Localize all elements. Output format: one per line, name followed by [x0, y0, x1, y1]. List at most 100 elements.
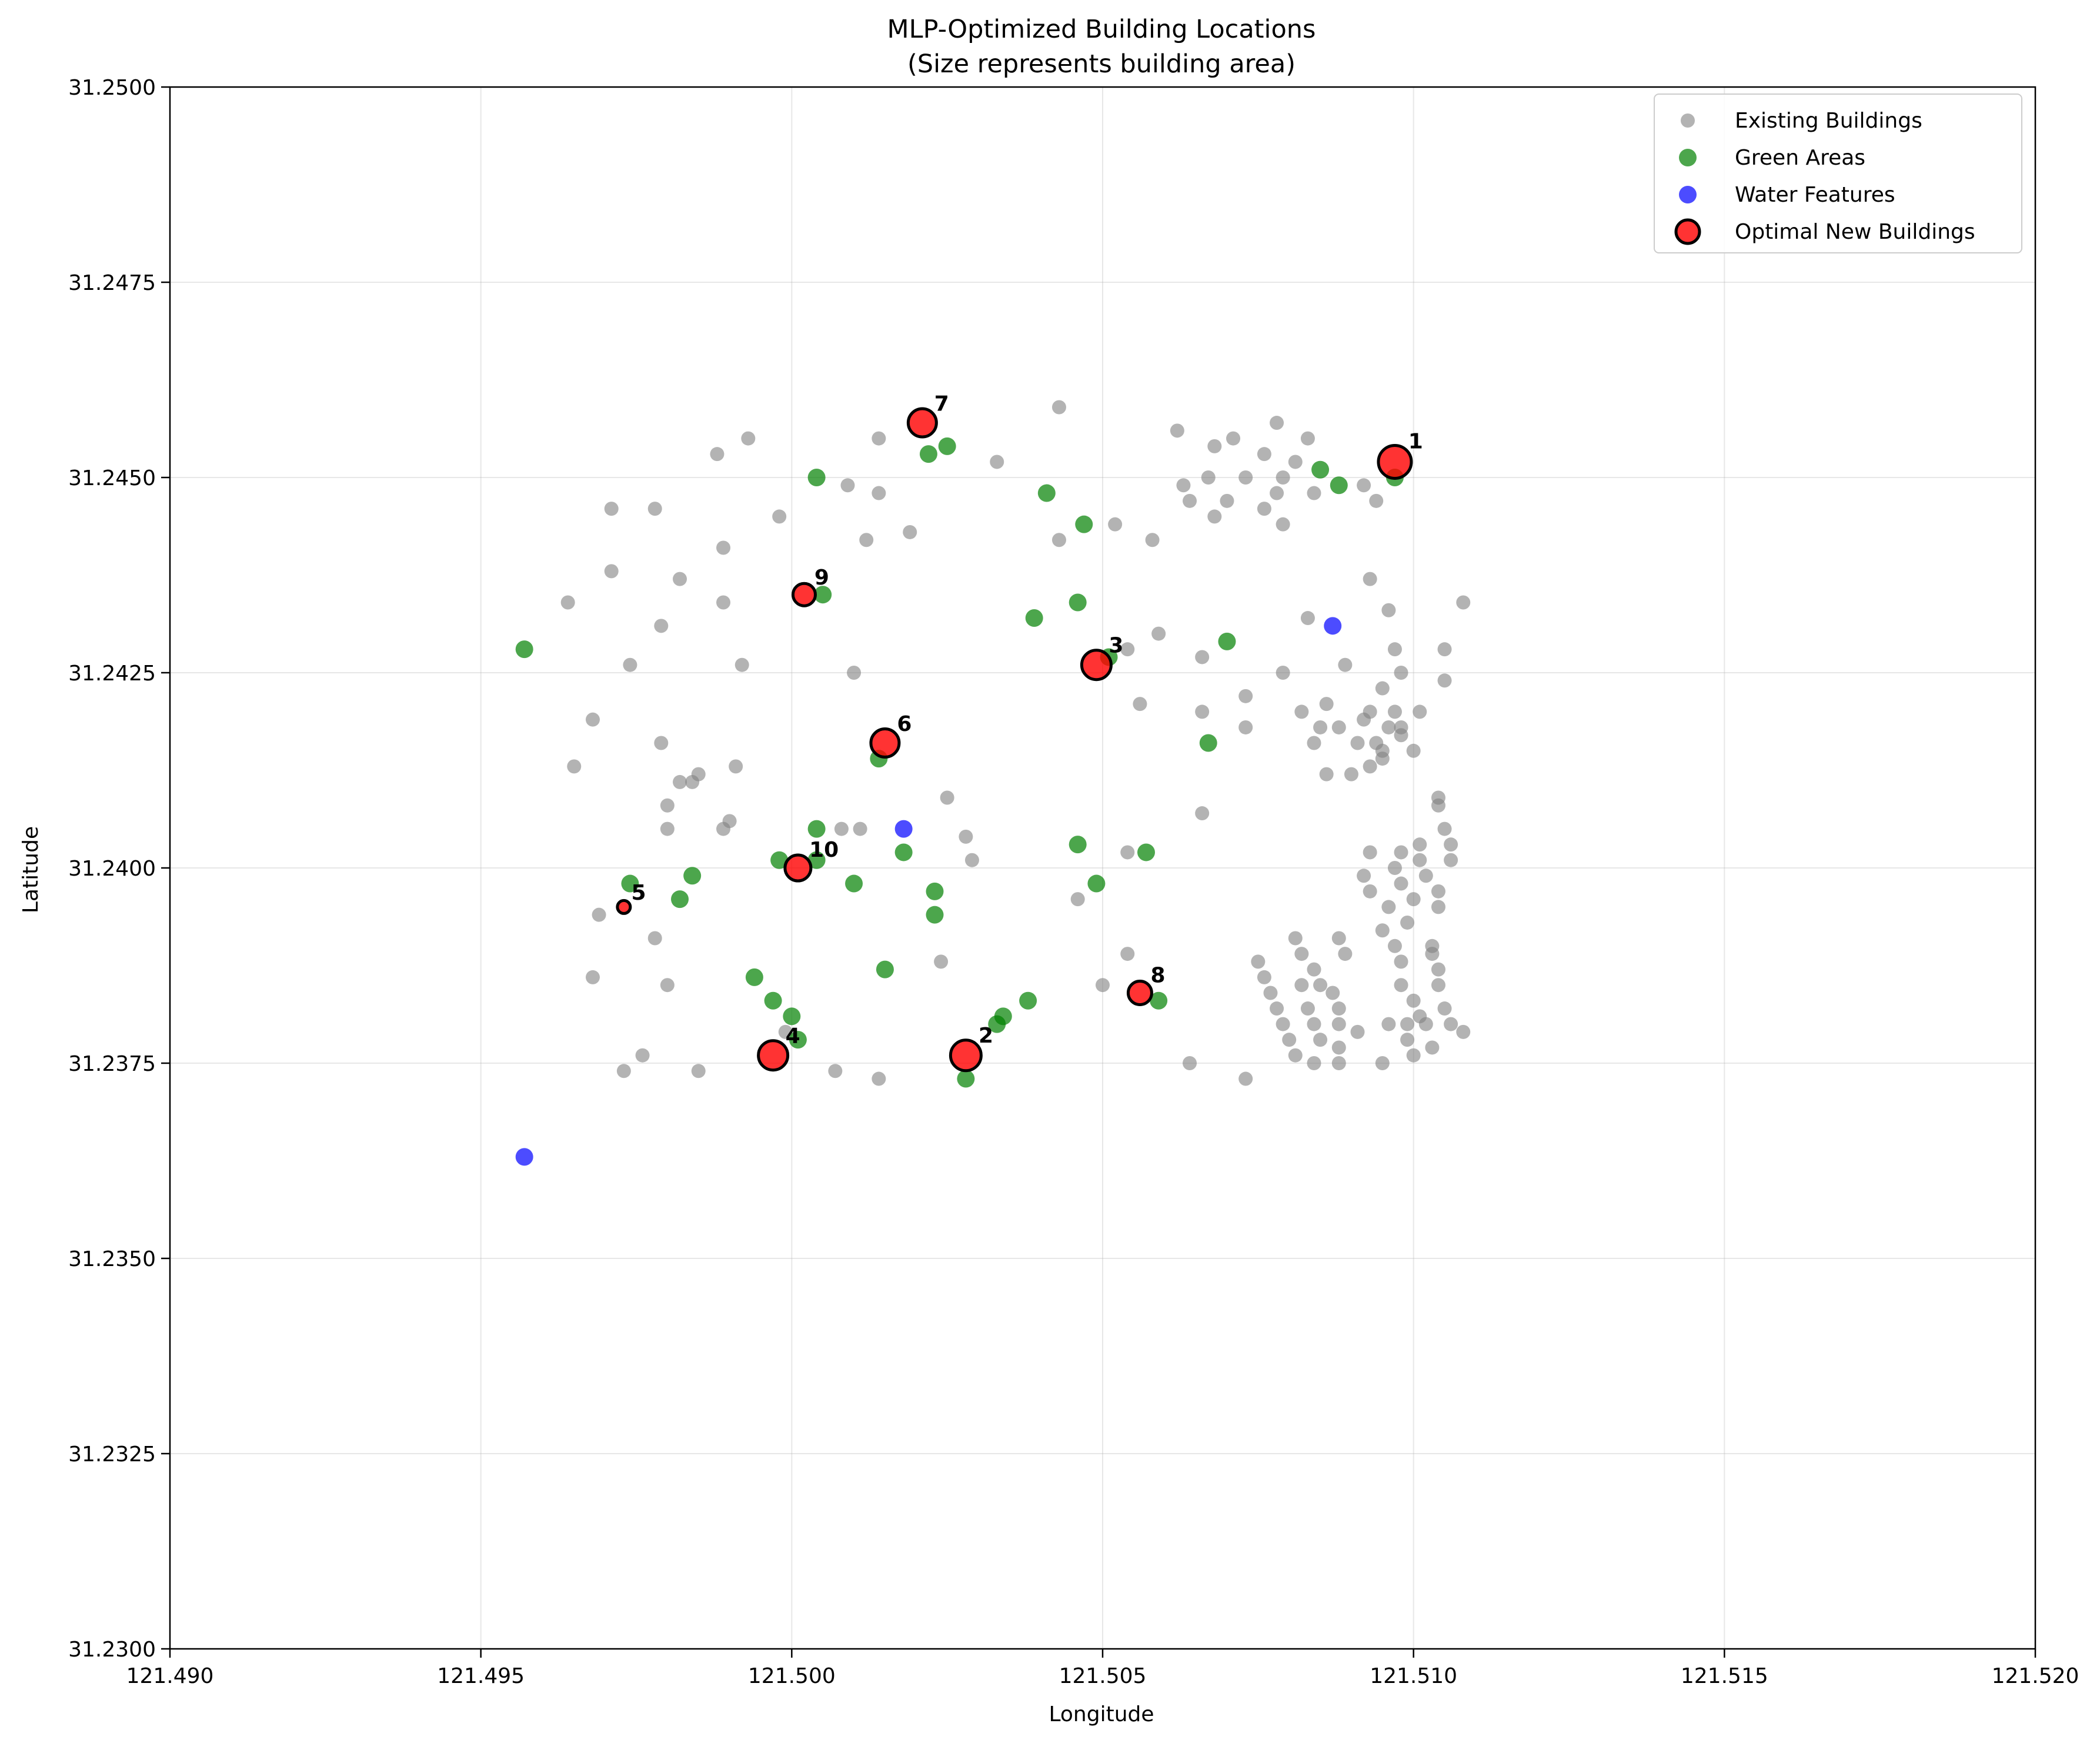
- existing-building-point: [1195, 704, 1210, 719]
- existing-building-point: [1183, 493, 1197, 508]
- existing-building-point: [1201, 470, 1216, 485]
- existing-building-point: [1307, 1056, 1321, 1070]
- existing-building-point: [1394, 978, 1408, 993]
- existing-building-point: [1307, 486, 1321, 500]
- legend: Existing Buildings Green Areas Water Fea…: [1654, 93, 2022, 253]
- existing-building-point: [1357, 869, 1371, 883]
- legend-marker-green: [1679, 149, 1697, 166]
- optimal-building-label: 4: [786, 1024, 800, 1048]
- green-area-point: [894, 843, 913, 861]
- existing-building-point: [604, 502, 619, 516]
- existing-building-point: [1456, 1024, 1471, 1039]
- existing-building-point: [1338, 657, 1353, 672]
- existing-building-point: [1288, 455, 1303, 469]
- existing-building-point: [840, 478, 855, 493]
- existing-building-point: [1307, 736, 1321, 750]
- optimal-building-point: [1126, 979, 1153, 1006]
- existing-building-point: [940, 790, 954, 805]
- existing-building-point: [1238, 689, 1253, 703]
- existing-building-point: [1326, 986, 1340, 1000]
- legend-label-existing: Existing Buildings: [1735, 109, 1922, 133]
- green-area-point: [957, 1070, 975, 1088]
- x-tick-label: 121.505: [1059, 1664, 1147, 1688]
- existing-building-point: [1444, 853, 1458, 867]
- existing-building-point: [1394, 845, 1408, 860]
- existing-building-point: [847, 666, 862, 680]
- existing-building-point: [1375, 752, 1390, 766]
- existing-building-point: [1300, 1001, 1315, 1016]
- existing-building-point: [859, 533, 874, 547]
- series-optimal-new-buildings: [616, 407, 1413, 1073]
- existing-building-point: [1387, 939, 1402, 953]
- existing-building-point: [1207, 509, 1222, 524]
- existing-building-point: [567, 759, 582, 774]
- green-area-point: [683, 867, 702, 885]
- green-area-point: [1037, 484, 1056, 502]
- existing-building-point: [647, 502, 662, 516]
- green-area-point: [1087, 874, 1106, 893]
- legend-label-green: Green Areas: [1735, 146, 1865, 170]
- existing-building-point: [1381, 900, 1396, 914]
- existing-building-point: [1394, 876, 1408, 891]
- existing-building-point: [654, 619, 669, 633]
- y-tick-label: 31.2475: [68, 271, 156, 295]
- green-area-point: [814, 586, 832, 604]
- y-tick-label: 31.2400: [68, 857, 156, 881]
- optimal-building-label: 9: [814, 566, 829, 590]
- existing-building-point: [685, 774, 700, 789]
- existing-building-point: [1437, 642, 1452, 657]
- existing-building-point: [1300, 431, 1315, 446]
- existing-building-point: [1120, 947, 1135, 961]
- green-area-point: [1330, 476, 1348, 495]
- existing-building-point: [1331, 1017, 1346, 1031]
- existing-building-point: [1263, 986, 1278, 1000]
- existing-building-point: [872, 1071, 886, 1086]
- optimal-building-point: [869, 727, 901, 759]
- existing-building-point: [691, 1064, 706, 1078]
- existing-building-point: [1400, 1017, 1415, 1031]
- x-tick-label: 121.495: [437, 1664, 525, 1688]
- existing-building-point: [616, 1064, 631, 1078]
- existing-building-point: [1176, 478, 1191, 493]
- existing-building-point: [1238, 470, 1253, 485]
- existing-building-point: [1170, 423, 1184, 438]
- existing-building-point: [1394, 954, 1408, 969]
- existing-building-point: [990, 455, 1004, 469]
- existing-building-point: [1051, 533, 1066, 547]
- existing-building-point: [1300, 611, 1315, 626]
- x-tick-label: 121.500: [748, 1664, 836, 1688]
- green-area-point: [876, 960, 894, 978]
- green-area-point: [1069, 836, 1087, 854]
- existing-building-point: [1096, 978, 1110, 993]
- existing-building-point: [1319, 697, 1334, 712]
- existing-building-point: [585, 970, 600, 984]
- existing-building-point: [1331, 1056, 1346, 1070]
- existing-building-point: [1270, 486, 1284, 500]
- optimal-building-label: 6: [897, 712, 912, 736]
- existing-building-point: [772, 509, 787, 524]
- existing-building-point: [1444, 837, 1458, 852]
- green-area-point: [1069, 593, 1087, 612]
- existing-building-point: [592, 907, 606, 922]
- existing-building-point: [1381, 603, 1396, 617]
- green-area-point: [515, 640, 533, 659]
- existing-building-point: [1313, 1033, 1328, 1047]
- existing-building-point: [1431, 884, 1445, 899]
- green-area-point: [926, 906, 944, 924]
- existing-building-point: [1331, 720, 1346, 734]
- existing-building-point: [1238, 720, 1253, 734]
- optimal-building-point: [906, 407, 938, 439]
- existing-building-point: [722, 814, 737, 829]
- legend-marker-existing: [1681, 113, 1695, 128]
- existing-building-point: [1313, 978, 1328, 993]
- existing-building-point: [673, 774, 687, 789]
- chart-subtitle: (Size represents building area): [907, 49, 1296, 79]
- existing-building-point: [1270, 416, 1284, 430]
- existing-building-point: [1195, 650, 1210, 664]
- green-area-point: [1025, 609, 1043, 627]
- existing-building-point: [1406, 1048, 1421, 1063]
- existing-building-point: [1413, 837, 1427, 852]
- optimal-building-label: 1: [1408, 430, 1423, 454]
